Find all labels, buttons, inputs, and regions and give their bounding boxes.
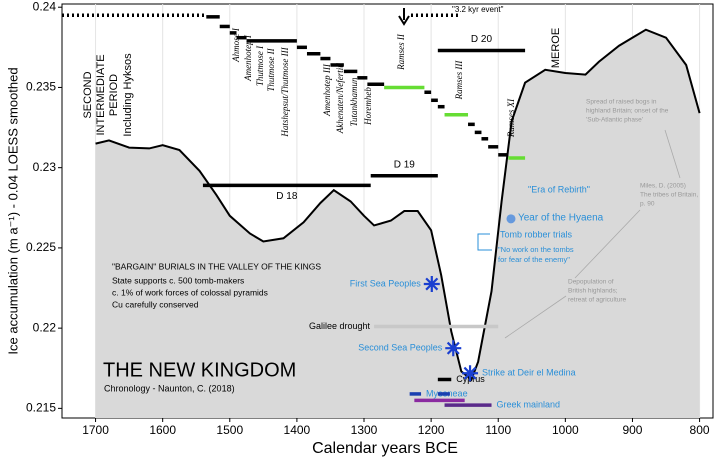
y-tick-label: 0.235 bbox=[26, 80, 56, 94]
dynasty-label: D 20 bbox=[471, 34, 493, 45]
era-label: Including Hyksos bbox=[122, 53, 134, 137]
event-marker bbox=[445, 340, 462, 357]
event-marker bbox=[462, 365, 479, 382]
note: retreat of agriculture bbox=[568, 297, 627, 304]
x-tick-label: 1400 bbox=[284, 423, 311, 437]
annotation: for fear of the enemy" bbox=[498, 255, 570, 264]
event-label: First Sea Peoples bbox=[350, 278, 422, 288]
subtitle: Chronology - Naunton, C. (2018) bbox=[104, 383, 235, 393]
note: highland Britain; onset of the bbox=[586, 108, 669, 115]
era-label: MEROE bbox=[550, 28, 562, 68]
note: p. 90 bbox=[640, 201, 655, 208]
area bbox=[95, 29, 700, 419]
annotation: "No work on the tombs bbox=[498, 245, 574, 254]
y-axis-label: Ice accumulation (m a⁻¹) - 0.04 LOESS sm… bbox=[5, 67, 20, 354]
x-tick-label: 800 bbox=[690, 423, 710, 437]
plot-layer: 1700 1600 1500 1400 1300 1200 1100 1000 900 800 0.… bbox=[26, 0, 710, 437]
x-tick-label: 1100 bbox=[485, 423, 511, 437]
title: THE NEW KINGDOM bbox=[103, 359, 296, 381]
pharaoh-label: Horemheb bbox=[363, 87, 373, 126]
annotation: Cu carefully conserved bbox=[112, 299, 199, 309]
x-tick-label: 1300 bbox=[351, 423, 378, 437]
event-label: Strike at Deir el Medina bbox=[482, 368, 576, 378]
pharaoh-label: Thutmose I bbox=[255, 45, 265, 86]
note: Miles, D. (2005) bbox=[640, 183, 686, 190]
annotation: Tomb robber trials bbox=[500, 229, 573, 239]
pharaoh-label: Hatshepsut/Thutmose III bbox=[280, 46, 290, 137]
era-label: INTERMEDIATE bbox=[95, 54, 107, 135]
x-tick-label: 1600 bbox=[149, 423, 176, 437]
dynasty-label: D 18 bbox=[276, 191, 298, 202]
era-label: PERIOD bbox=[108, 74, 120, 116]
dynasty-label: D 19 bbox=[394, 159, 416, 170]
period-label: Galilee drought bbox=[309, 321, 371, 331]
pharaoh-label: Ramses II bbox=[396, 33, 406, 71]
event-marker bbox=[506, 214, 516, 224]
arrow bbox=[398, 8, 410, 26]
note: British highlands; bbox=[568, 288, 618, 295]
note: The tribes of Britain, bbox=[640, 192, 698, 199]
note: Depopulation of bbox=[568, 279, 614, 286]
annotation: State supports c. 500 tomb-makers bbox=[112, 275, 244, 285]
pharaoh-label: Tutankhamun bbox=[349, 77, 359, 127]
y-tick-label: 0.22 bbox=[33, 320, 57, 334]
pharaoh-label: Amenhotep I bbox=[243, 34, 253, 82]
note: Spread of raised bogs in bbox=[586, 99, 657, 106]
x-tick-label: 1200 bbox=[418, 423, 445, 437]
pharaoh-label: Thutmose II bbox=[266, 47, 276, 91]
note: 'Sub-Atlantic phase' bbox=[586, 117, 643, 124]
pharaoh-label: Ramses III bbox=[454, 60, 464, 101]
period-label: Greek mainland bbox=[497, 400, 561, 410]
pharaoh-label: Ramses XI bbox=[506, 98, 516, 138]
bracket bbox=[477, 233, 492, 251]
era-label: SECOND bbox=[82, 71, 94, 118]
event-marker bbox=[423, 276, 440, 293]
pharaoh-label: Ahmose I bbox=[231, 27, 241, 63]
event-label: Year of the Hyaena bbox=[518, 213, 604, 224]
annotation: "Era of Rebirth" bbox=[528, 184, 590, 194]
leader-line bbox=[504, 129, 681, 339]
line bbox=[95, 28, 701, 382]
labels-layer: Calendar years BCE Ice accumulation (m a… bbox=[5, 5, 698, 457]
y-tick-label: 0.225 bbox=[26, 240, 56, 254]
pharaoh-label: Akhenaten/Nefertiti bbox=[335, 62, 345, 134]
x-tick-label: 1500 bbox=[216, 423, 243, 437]
annotation: "3.2 kyr event" bbox=[452, 5, 504, 14]
x-tick-label: 1000 bbox=[552, 423, 579, 437]
x-tick-label: 1700 bbox=[82, 423, 109, 437]
x-tick-label: 900 bbox=[622, 423, 642, 437]
y-tick-label: 0.24 bbox=[33, 0, 57, 13]
annotation: "BARGAIN" BURIALS IN THE VALLEY OF THE K… bbox=[112, 261, 321, 271]
event-label: Second Sea Peoples bbox=[358, 343, 443, 353]
y-tick-label: 0.215 bbox=[26, 401, 56, 415]
x-axis-label: Calendar years BCE bbox=[312, 440, 458, 457]
y-tick-label: 0.23 bbox=[33, 160, 57, 174]
annotation: c. 1% of work forces of colossal pyramid… bbox=[112, 287, 268, 297]
pharaoh-label: Amenhotep III bbox=[322, 63, 332, 117]
